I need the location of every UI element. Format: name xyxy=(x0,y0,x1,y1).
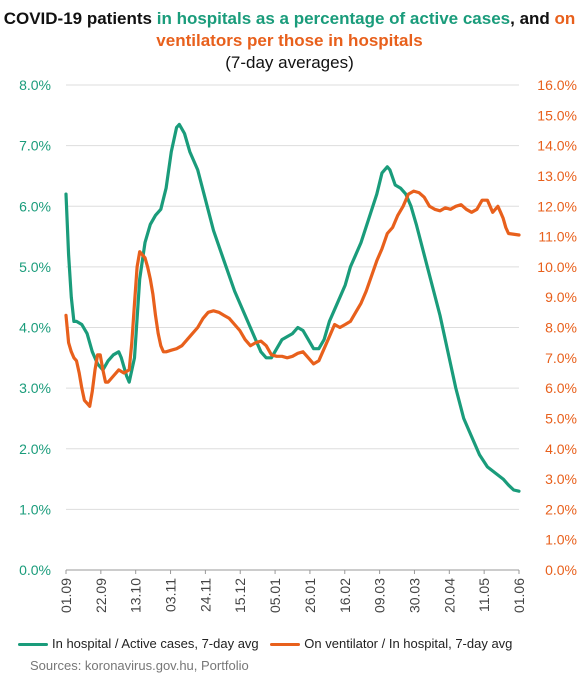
x-tick-label: 20.04 xyxy=(441,578,457,613)
chart-svg: 0.0% 1.0% 2.0% 3.0% 4.0% 5.0% 6.0% 7.0% 8.0% 0.0… xyxy=(19,77,577,613)
y-right-tick-label: 2.0% xyxy=(545,501,577,517)
y-right-tick-label: 8.0% xyxy=(545,320,577,336)
y-right-tick-label: 5.0% xyxy=(545,410,577,426)
series-line-ventilator xyxy=(64,189,521,408)
y-right-tick-label: 3.0% xyxy=(545,471,577,487)
x-tick-label: 01.09 xyxy=(58,578,74,613)
title-part-1: COVID-19 patients xyxy=(3,9,157,28)
series-lines xyxy=(64,122,521,493)
title-part-hospital: in hospitals as a percentage of active c… xyxy=(156,9,511,28)
x-tick-label: 24.11 xyxy=(197,578,213,612)
legend-label-hospital: In hospital / Active cases, 7-day avg xyxy=(52,636,259,651)
y-right-tick-label: 13.0% xyxy=(537,168,577,184)
y-left-tick-label: 6.0% xyxy=(19,198,51,214)
y-left-tick-label: 0.0% xyxy=(19,562,51,578)
legend-swatch-hospital xyxy=(18,643,48,647)
x-tick-label: 05.01 xyxy=(267,578,283,613)
y-right-tick-label: 10.0% xyxy=(537,259,577,275)
y-left-tick-label: 2.0% xyxy=(19,441,51,457)
chart-title: COVID-19 patients in hospitals as a perc… xyxy=(0,8,579,74)
y-right-tick-label: 1.0% xyxy=(545,532,577,548)
y-right-tick-label: 11.0% xyxy=(538,229,577,245)
y-left-tick-label: 8.0% xyxy=(19,77,51,93)
x-tick-label: 03.11 xyxy=(163,578,179,612)
legend-label-ventilator: On ventilator / In hospital, 7-day avg xyxy=(304,636,513,651)
x-tick-label: 22.09 xyxy=(93,578,109,613)
x-tick-label: 09.03 xyxy=(372,578,388,613)
legend: In hospital / Active cases, 7-day avg On… xyxy=(18,636,578,651)
title-part-ventilator: on ventilators per those in hospitals xyxy=(156,9,576,50)
x-tick-label: 01.06 xyxy=(511,578,527,613)
y-right-tick-label: 16.0% xyxy=(537,77,577,93)
y-left-tick-label: 5.0% xyxy=(19,259,51,275)
source-note: Sources: koronavirus.gov.hu, Portfolio xyxy=(30,658,249,673)
y-left-tick-label: 1.0% xyxy=(19,501,51,517)
x-tick-label: 30.03 xyxy=(406,578,422,613)
x-tick-label: 16.02 xyxy=(337,578,353,613)
x-axis: 01.09 22.09 13.10 03.11 24.11 15.12 05.01 26.01… xyxy=(58,569,527,613)
x-tick-label: 13.10 xyxy=(128,578,144,613)
y-right-tick-label: 0.0% xyxy=(545,562,577,578)
y-right-tick-label: 15.0% xyxy=(537,107,577,123)
y-left-tick-label: 7.0% xyxy=(19,138,51,154)
y-left-tick-label: 4.0% xyxy=(19,320,51,336)
x-tick-label: 26.01 xyxy=(302,578,318,613)
y-right-tick-label: 12.0% xyxy=(537,198,577,214)
title-part-3: , and xyxy=(510,9,555,28)
y-right-tick-label: 7.0% xyxy=(545,350,577,366)
x-tick-label: 15.12 xyxy=(232,578,248,613)
y-axis-left: 0.0% 1.0% 2.0% 3.0% 4.0% 5.0% 6.0% 7.0% 8.0% xyxy=(19,77,51,578)
legend-item-ventilator: On ventilator / In hospital, 7-day avg xyxy=(270,636,512,651)
y-axis-right: 0.0% 1.0% 2.0% 3.0% 4.0% 5.0% 6.0% 7.0% 8.0% 9.0%… xyxy=(537,77,577,578)
y-right-tick-label: 4.0% xyxy=(545,441,577,457)
chart-subtitle: (7-day averages) xyxy=(225,53,354,72)
legend-item-hospital: In hospital / Active cases, 7-day avg xyxy=(18,636,259,651)
y-right-tick-label: 14.0% xyxy=(537,138,577,154)
legend-swatch-ventilator xyxy=(270,643,301,647)
y-right-tick-label: 6.0% xyxy=(545,380,577,396)
x-tick-label: 11.05 xyxy=(476,578,492,612)
y-right-tick-label: 9.0% xyxy=(545,289,577,305)
series-line-hospital xyxy=(64,122,521,493)
y-left-tick-label: 3.0% xyxy=(19,380,51,396)
